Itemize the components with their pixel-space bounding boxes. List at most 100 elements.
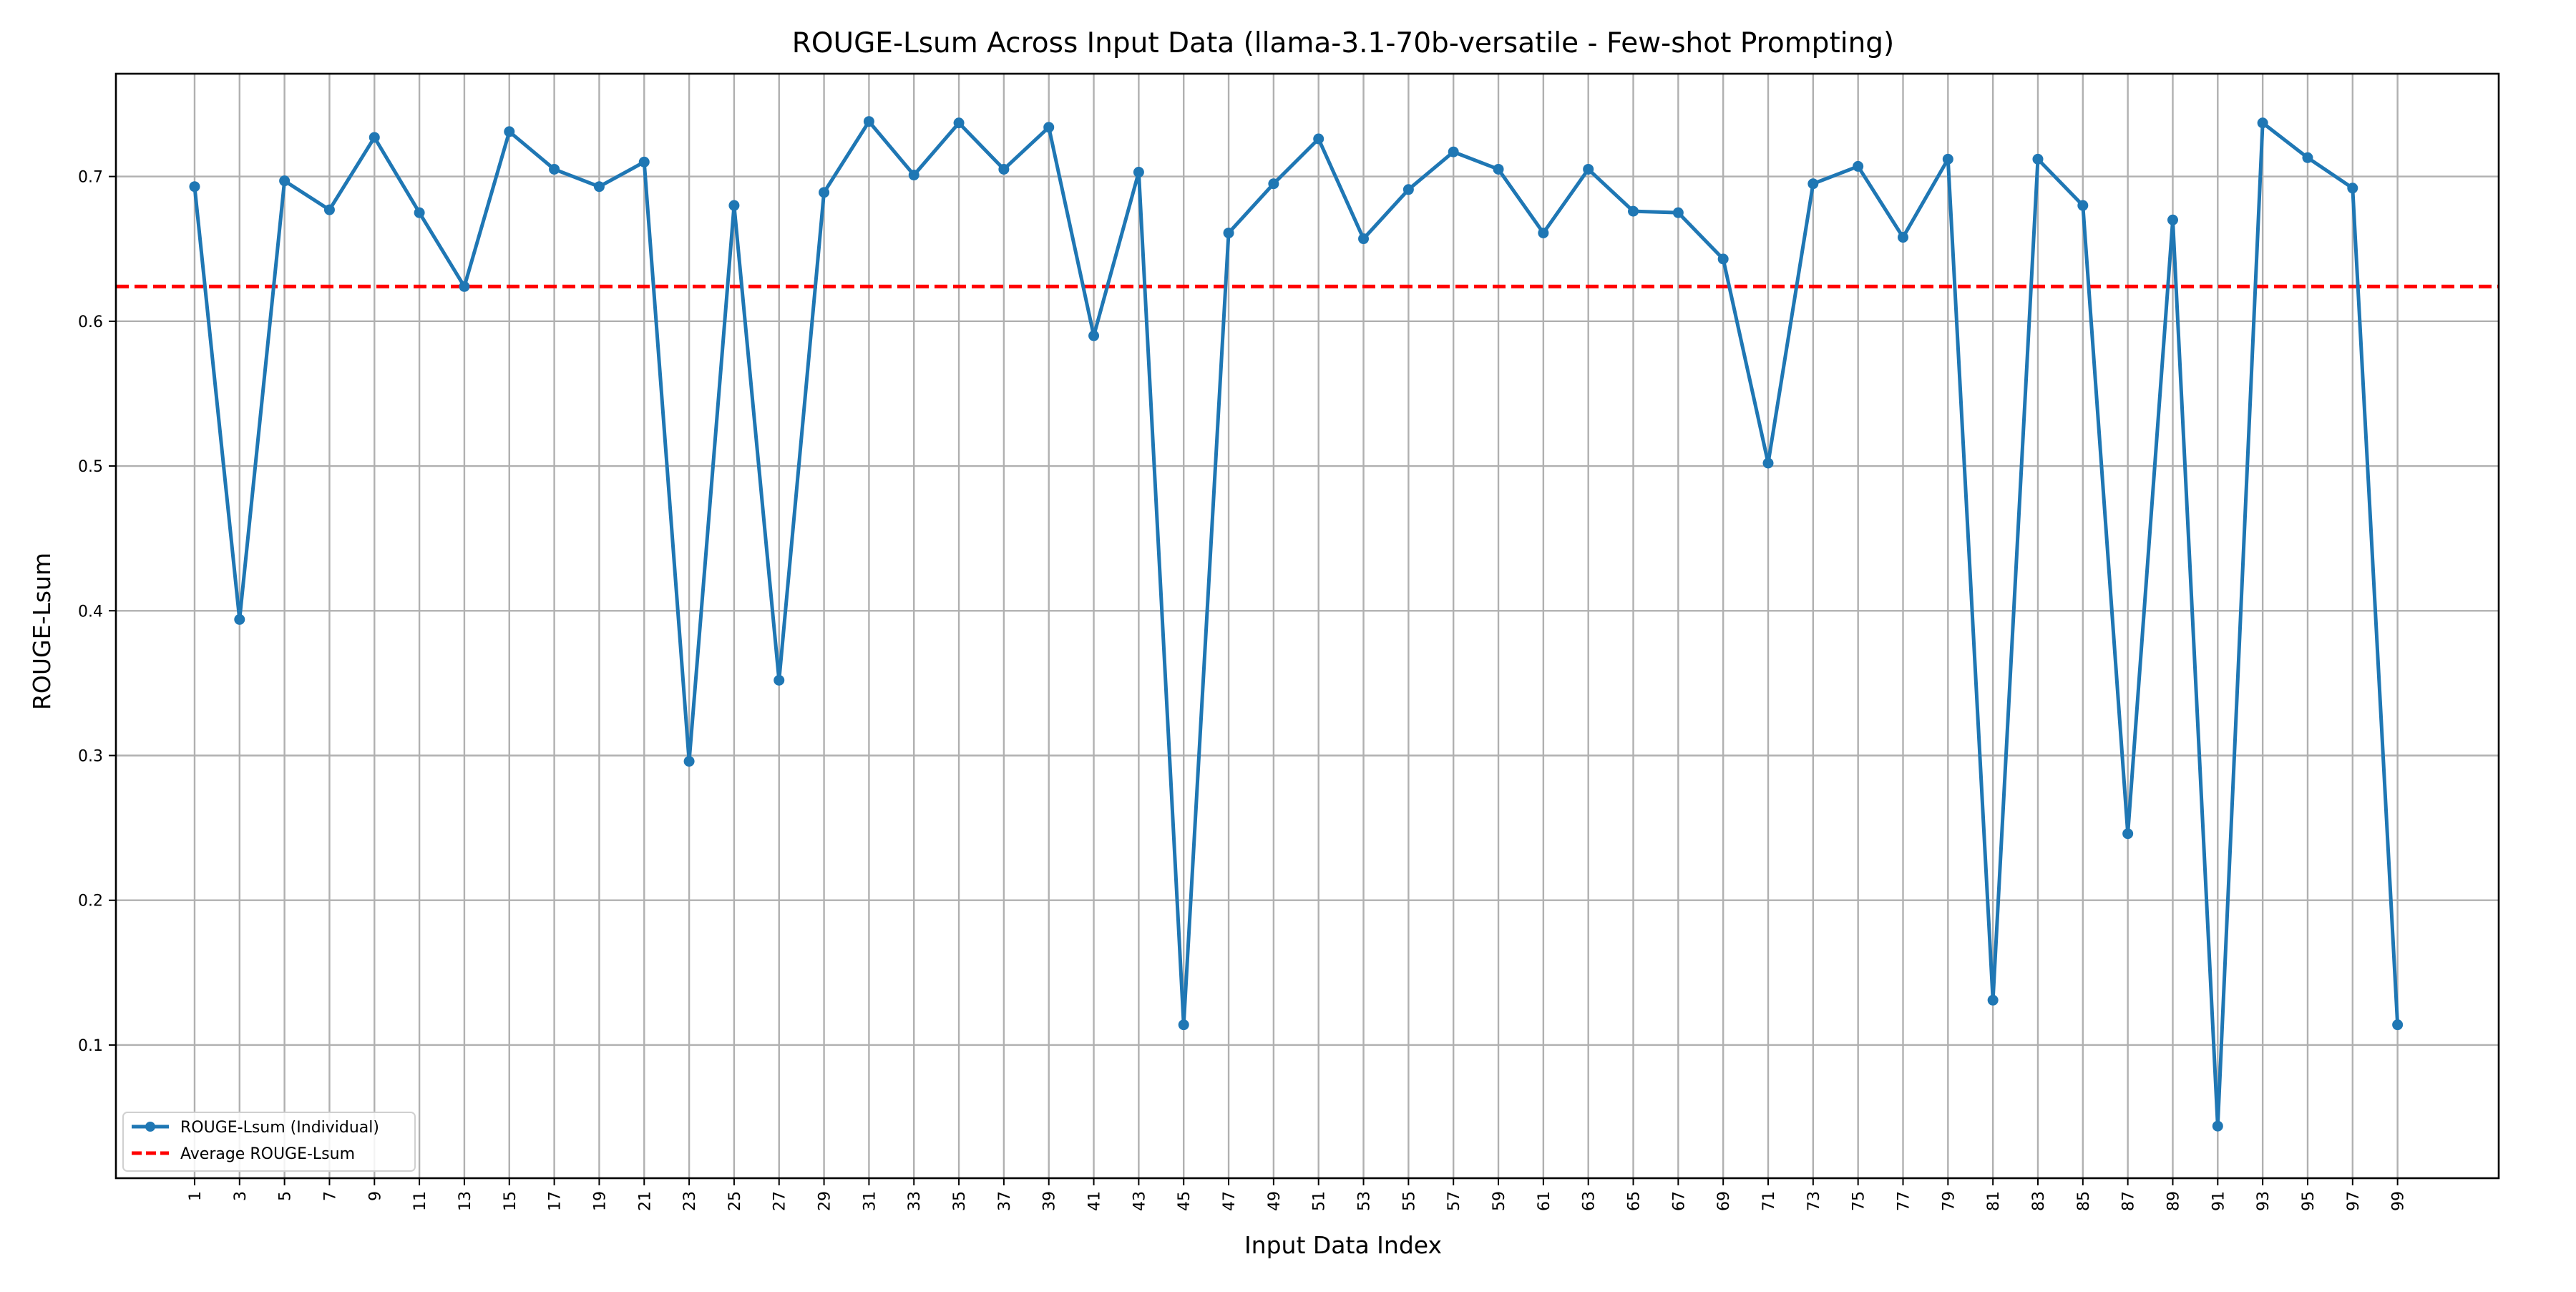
x-tick-label: 87 (2120, 1191, 2138, 1211)
x-tick-label: 79 (1940, 1191, 1958, 1211)
data-point (2077, 200, 2089, 211)
data-point (1762, 457, 1774, 469)
data-point (2257, 117, 2268, 129)
data-point (459, 281, 470, 292)
data-point (593, 181, 605, 193)
x-tick-label: 41 (1086, 1191, 1104, 1211)
x-tick-label: 97 (2345, 1191, 2363, 1211)
x-tick-label: 25 (726, 1191, 744, 1211)
x-tick-label: 7 (321, 1191, 339, 1201)
x-tick-label: 9 (366, 1191, 384, 1201)
x-tick-label: 21 (636, 1191, 654, 1211)
x-tick-label: 59 (1491, 1191, 1508, 1211)
data-point (2122, 828, 2134, 840)
x-tick-label: 23 (681, 1191, 699, 1211)
x-tick-label: 33 (906, 1191, 924, 1211)
x-tick-label: 15 (502, 1191, 519, 1211)
x-tick-label: 1 (187, 1191, 205, 1201)
x-tick-label: 83 (2030, 1191, 2048, 1211)
y-tick-label: 0.5 (78, 458, 103, 476)
x-tick-label: 51 (1311, 1191, 1329, 1211)
data-point (1133, 167, 1144, 178)
x-tick-label: 81 (1985, 1191, 2003, 1211)
x-tick-label: 99 (2390, 1191, 2408, 1211)
data-point (414, 207, 425, 218)
data-point (683, 756, 695, 767)
data-point (189, 181, 200, 193)
legend: ROUGE-Lsum (Individual) Average ROUGE-Lsu… (122, 1112, 416, 1172)
y-tick-label: 0.6 (78, 314, 103, 331)
x-tick-label: 69 (1715, 1191, 1733, 1211)
x-tick-label: 35 (951, 1191, 969, 1211)
data-point (1402, 184, 1414, 195)
x-tick-label: 85 (2075, 1191, 2093, 1211)
data-point (369, 132, 380, 143)
x-tick-label: 17 (547, 1191, 565, 1211)
x-tick-label: 77 (1896, 1191, 1913, 1211)
x-tick-label: 43 (1131, 1191, 1148, 1211)
data-point (1672, 207, 1684, 218)
data-point (1898, 232, 1908, 243)
data-point (1358, 233, 1370, 245)
data-point (1717, 253, 1729, 265)
x-tick-label: 53 (1356, 1191, 1374, 1211)
x-tick-label: 37 (996, 1191, 1014, 1211)
data-point (2392, 1019, 2404, 1031)
data-point (2302, 152, 2313, 163)
x-tick-label: 65 (1626, 1191, 1644, 1211)
data-point (1628, 205, 1639, 217)
chart-title: ROUGE-Lsum Across Input Data (llama-3.1-… (792, 27, 1895, 59)
legend-box (122, 1112, 416, 1172)
tick-labels: 1 3 5 7 9 11 13 15 17 19 21 23 25 27 29 31 33 35 37 39 41 43 4… (78, 169, 2408, 1211)
y-axis-label: ROUGE-Lsum (28, 553, 56, 710)
data-point (1583, 163, 1594, 175)
axes (109, 72, 2500, 1185)
series-line-rouge-lsum (192, 120, 2400, 1128)
plot-frame (114, 72, 2500, 1180)
data-point (1088, 330, 1100, 341)
data-point (638, 156, 650, 167)
data-point (1538, 227, 1549, 238)
data-point (908, 170, 919, 181)
legend-label-average: Average ROUGE-Lsum (180, 1145, 355, 1163)
x-tick-label: 49 (1266, 1191, 1284, 1211)
x-axis-label: Input Data Index (1244, 1231, 1442, 1259)
x-tick-label: 61 (1536, 1191, 1553, 1211)
x-tick-label: 91 (2210, 1191, 2228, 1211)
x-tick-label: 31 (861, 1191, 879, 1211)
data-point (819, 187, 830, 198)
x-tick-label: 71 (1760, 1191, 1778, 1211)
x-tick-label: 95 (2300, 1191, 2318, 1211)
x-tick-label: 93 (2255, 1191, 2273, 1211)
x-tick-label: 55 (1400, 1191, 1418, 1211)
y-tick-label: 0.2 (78, 893, 103, 910)
x-tick-label: 57 (1445, 1191, 1463, 1211)
x-tick-label: 47 (1221, 1191, 1239, 1211)
data-point (1268, 178, 1279, 190)
data-point (2212, 1120, 2223, 1132)
x-tick-label: 73 (1805, 1191, 1823, 1211)
data-point (504, 126, 515, 137)
data-point (1448, 146, 1459, 157)
data-point (1313, 133, 1324, 145)
data-point (728, 200, 740, 211)
data-point (998, 163, 1010, 175)
x-tick-label: 27 (771, 1191, 789, 1211)
data-point (549, 163, 560, 175)
x-tick-label: 39 (1041, 1191, 1059, 1211)
data-point (1043, 122, 1055, 133)
data-point (1807, 178, 1819, 190)
data-point (863, 116, 874, 127)
data-point (1942, 153, 1953, 165)
data-point (234, 613, 245, 625)
x-tick-label: 63 (1581, 1191, 1599, 1211)
data-point (2347, 183, 2358, 194)
x-tick-label: 19 (591, 1191, 609, 1211)
x-tick-label: 13 (457, 1191, 474, 1211)
data-point (279, 175, 291, 187)
y-tick-label: 0.7 (78, 169, 103, 187)
data-point (1853, 160, 1864, 172)
